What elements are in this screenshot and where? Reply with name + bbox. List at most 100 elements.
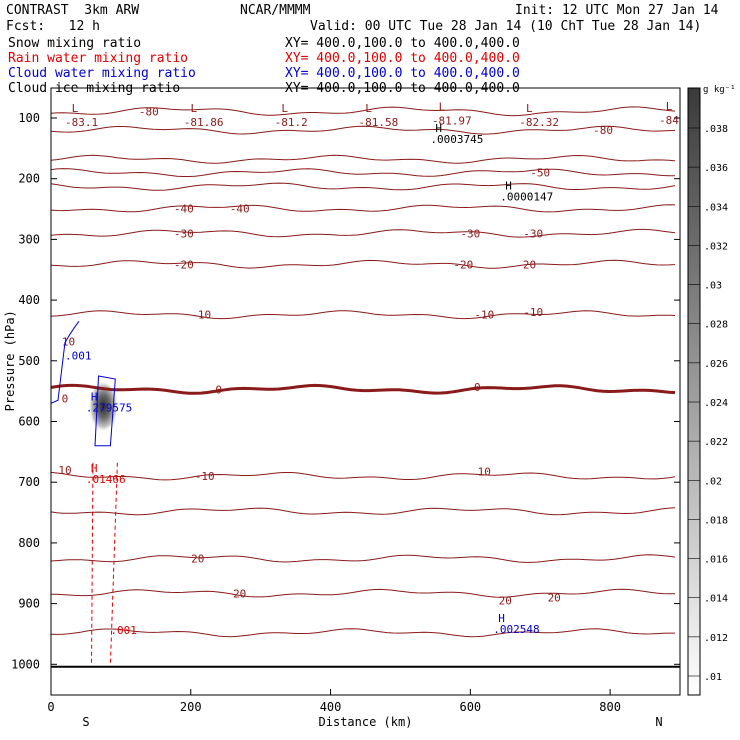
colorbar-tick-label: .032 [704, 241, 728, 252]
colorbar-tick-label: .034 [704, 202, 728, 213]
model-title: CONTRAST 3km ARW [6, 3, 140, 18]
contour-label: -10 [474, 309, 494, 322]
colorbar-tick-label: .022 [704, 437, 728, 448]
temperature-contour [51, 228, 676, 238]
temperature-contour [51, 182, 676, 191]
low-value: -82.32 [519, 116, 559, 129]
y-tick-label: 500 [18, 354, 40, 368]
contour-label: -80 [593, 124, 613, 137]
y-tick-label: 600 [18, 415, 40, 429]
low-marker: L [439, 100, 446, 113]
low-value: -81.58 [359, 116, 399, 129]
contour-label: -40 [230, 202, 250, 215]
contour-label: -40 [174, 202, 194, 215]
rain-contour [91, 462, 94, 665]
contour-label: -10 [195, 470, 215, 483]
y-tick-label: 1000 [11, 657, 40, 671]
contour-label: -10 [191, 309, 211, 322]
colorbar-tick-label: .01 [704, 672, 722, 683]
x-tick-label: 600 [459, 700, 481, 714]
colorbar-tick-label: .036 [704, 163, 728, 174]
temperature-contour [51, 507, 676, 516]
low-marker: L [72, 102, 79, 115]
contour-label: -80 [139, 105, 159, 118]
colorbar-tick-label: .014 [704, 594, 728, 605]
contour-label: -20 [453, 258, 473, 271]
contour-label: -30 [174, 227, 194, 240]
temperature-contour [51, 204, 676, 213]
high-value: .279575 [86, 401, 132, 414]
end-label-right: N [655, 715, 662, 729]
high-value: .01466 [86, 473, 126, 486]
low-marker: L [281, 102, 288, 115]
temperature-contour [51, 154, 676, 164]
y-tick-label: 900 [18, 597, 40, 611]
y-tick-label: 700 [18, 475, 40, 489]
low-marker: L [526, 102, 533, 115]
x-tick-label: 200 [180, 700, 202, 714]
contour-label: 10 [58, 464, 71, 477]
contour-label: -10 [523, 306, 543, 319]
rain-contour-label: .001 [110, 624, 136, 637]
contour-label: 20 [233, 587, 246, 600]
contour-label: -20 [174, 258, 194, 271]
cloud-contour [94, 375, 116, 447]
low-marker: L [190, 102, 197, 115]
low-value: -83.1 [65, 116, 98, 129]
y-tick-label: 200 [18, 172, 40, 186]
contour-label: -20 [516, 258, 536, 271]
low-value: -84.88 [659, 114, 699, 127]
y-tick-label: 800 [18, 536, 40, 550]
rain-contour [109, 462, 118, 665]
high-marker: H [91, 390, 98, 403]
colorbar-tick-label: .016 [704, 555, 728, 566]
low-marker: L [666, 100, 673, 113]
colorbar [687, 87, 701, 696]
contour-label: -30 [460, 227, 480, 240]
x-tick-label: 400 [320, 700, 342, 714]
contour-label: 0 [215, 383, 222, 396]
temperature-contour [51, 628, 675, 638]
x-tick-label: 800 [599, 700, 621, 714]
legend-cloud-xy: XY= 400.0,100.0 to 400.0,400.0 [285, 66, 520, 81]
colorbar-tick-label: .024 [704, 398, 728, 409]
contour-label: 20 [548, 592, 561, 605]
y-axis-label: Pressure (hPa) [3, 310, 17, 411]
colorbar-tick-label: .028 [704, 320, 728, 331]
end-label-left: S [82, 715, 89, 729]
low-value: -81.97 [432, 114, 472, 127]
temperature-contour [51, 588, 676, 598]
valid-time: Valid: 00 UTC Tue 28 Jan 14 (10 ChT Tue … [310, 19, 702, 34]
temperature-contour [51, 125, 676, 135]
x-axis-label: Distance (km) [319, 715, 413, 729]
temperature-contour [51, 310, 676, 320]
contour-label: -30 [523, 227, 543, 240]
high-value: .002548 [493, 623, 539, 636]
y-tick-label: 400 [18, 293, 40, 307]
y-tick-label: 100 [18, 111, 40, 125]
high-marker: H [498, 612, 505, 625]
low-marker: L [365, 102, 372, 115]
org-title: NCAR/MMMM [240, 3, 311, 18]
temperature-contour [51, 259, 676, 269]
temperature-contour [51, 168, 675, 177]
contour-label: 20 [191, 553, 204, 566]
colorbar-tick-label: .026 [704, 359, 728, 370]
temperature-contour [51, 554, 676, 563]
colorbar-tick-label: .018 [704, 515, 728, 526]
cloud-contour [51, 321, 80, 404]
cloud-contour-label: .001 [65, 350, 92, 363]
colorbar-unit: g kg⁻¹ [703, 85, 736, 95]
high-marker: H [91, 462, 98, 475]
plot-frame [50, 87, 681, 696]
temperature-contour [51, 383, 676, 395]
low-value: -81.86 [184, 116, 224, 129]
forecast-hour: Fcst: 12 h [6, 19, 100, 34]
contour-label: -50 [530, 167, 550, 180]
high-marker: H [435, 122, 442, 135]
temperature-contour [51, 106, 676, 117]
legend-rain-label: Rain water mixing ratio [8, 51, 189, 66]
legend-snow-label: Snow mixing ratio [8, 36, 142, 51]
contour-label: 20 [499, 595, 512, 608]
